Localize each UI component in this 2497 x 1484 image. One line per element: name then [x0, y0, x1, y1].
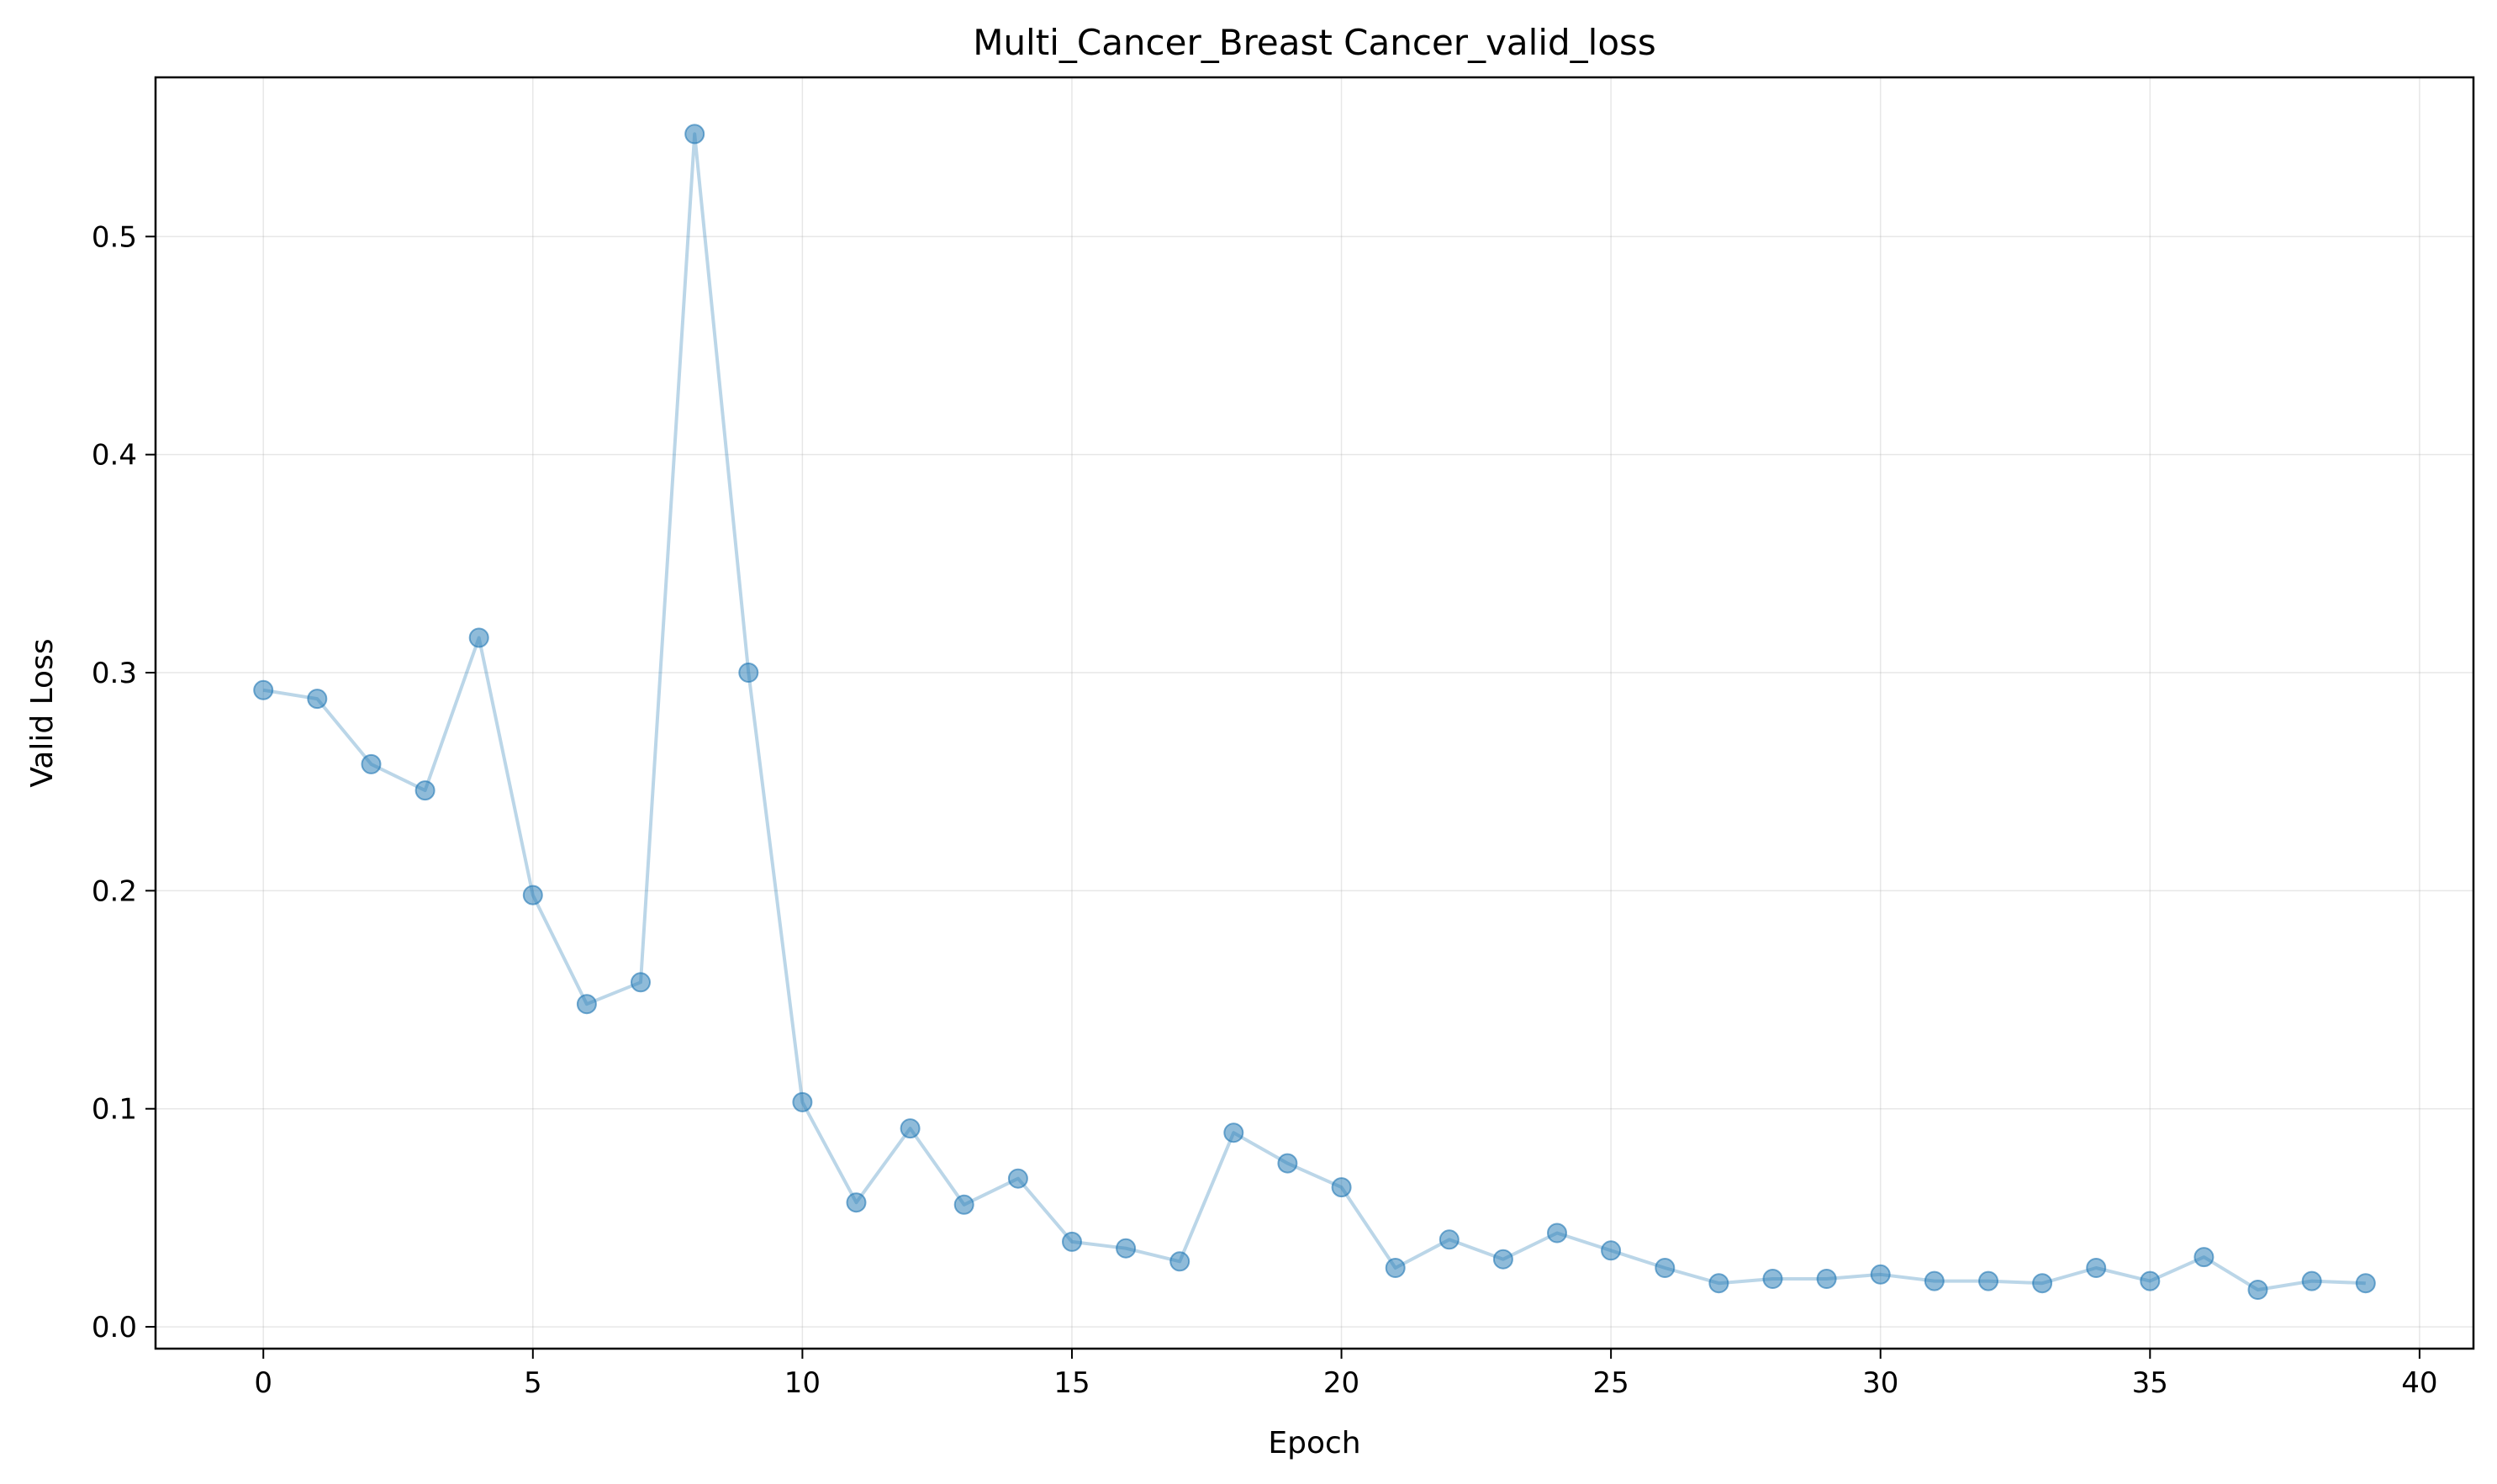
- data-point-17: [1169, 1251, 1190, 1272]
- y-tick-label: 0.2: [92, 874, 137, 908]
- data-point-33: [2032, 1273, 2053, 1294]
- data-point-30: [1870, 1264, 1891, 1285]
- series-layer: [253, 124, 2376, 1300]
- y-axis-label: Valid Loss: [25, 638, 60, 787]
- data-point-24: [1547, 1223, 1567, 1244]
- y-tick-label: 0.5: [92, 220, 137, 254]
- data-point-36: [2193, 1247, 2215, 1268]
- data-point-9: [738, 663, 759, 683]
- x-axis-label: Epoch: [1268, 1426, 1360, 1460]
- y-tick-label: 0.3: [92, 657, 137, 690]
- data-point-16: [1116, 1238, 1137, 1259]
- data-point-20: [1331, 1177, 1352, 1198]
- data-point-0: [253, 679, 274, 700]
- data-point-38: [2301, 1270, 2322, 1291]
- x-tick-label: 10: [784, 1366, 821, 1400]
- data-point-3: [414, 780, 436, 801]
- data-point-25: [1601, 1240, 1622, 1261]
- x-tick-label: 25: [1593, 1366, 1629, 1400]
- x-tick-label: 35: [2132, 1366, 2168, 1400]
- data-point-12: [900, 1118, 921, 1139]
- data-point-32: [1978, 1270, 1998, 1291]
- data-point-5: [522, 885, 543, 906]
- data-point-28: [1762, 1269, 1783, 1289]
- y-tick-label: 0.4: [92, 439, 137, 473]
- plot-frame: [154, 76, 2475, 1350]
- data-point-6: [576, 994, 597, 1015]
- x-tick-label: 5: [524, 1366, 542, 1400]
- data-point-23: [1492, 1249, 1513, 1270]
- data-point-26: [1655, 1258, 1676, 1278]
- data-point-22: [1439, 1229, 1460, 1250]
- series-line: [262, 132, 2366, 1291]
- ticks-layer: 0 5 10 15 20 25 30 35 40 0.0 0.1 0.2 0.3 0.4 0.5: [92, 220, 2438, 1400]
- y-tick-label: 0.0: [92, 1311, 137, 1344]
- data-point-14: [1007, 1168, 1028, 1189]
- data-point-2: [361, 753, 382, 774]
- data-point-10: [792, 1091, 813, 1112]
- data-point-4: [468, 627, 489, 648]
- x-tick-label: 30: [1862, 1366, 1898, 1400]
- chart-title: Multi_Cancer_Breast Cancer_valid_loss: [973, 22, 1656, 63]
- data-point-7: [631, 972, 651, 993]
- data-point-39: [2355, 1273, 2376, 1294]
- x-tick-label: 0: [254, 1366, 272, 1400]
- x-tick-label: 40: [2401, 1366, 2437, 1400]
- data-point-21: [1385, 1258, 1406, 1278]
- data-point-35: [2140, 1270, 2161, 1291]
- data-point-29: [1816, 1269, 1837, 1289]
- data-point-1: [307, 689, 328, 710]
- data-point-34: [2086, 1258, 2107, 1278]
- data-point-31: [1924, 1270, 1945, 1291]
- data-point-19: [1277, 1153, 1298, 1174]
- data-point-37: [2247, 1280, 2268, 1300]
- data-point-27: [1708, 1273, 1729, 1294]
- data-point-11: [846, 1192, 867, 1213]
- data-point-8: [684, 124, 705, 145]
- x-tick-label: 15: [1053, 1366, 1090, 1400]
- data-point-18: [1223, 1122, 1244, 1143]
- data-point-13: [953, 1194, 974, 1215]
- data-point-15: [1062, 1231, 1082, 1252]
- y-tick-label: 0.1: [92, 1093, 137, 1127]
- x-tick-label: 20: [1323, 1366, 1359, 1400]
